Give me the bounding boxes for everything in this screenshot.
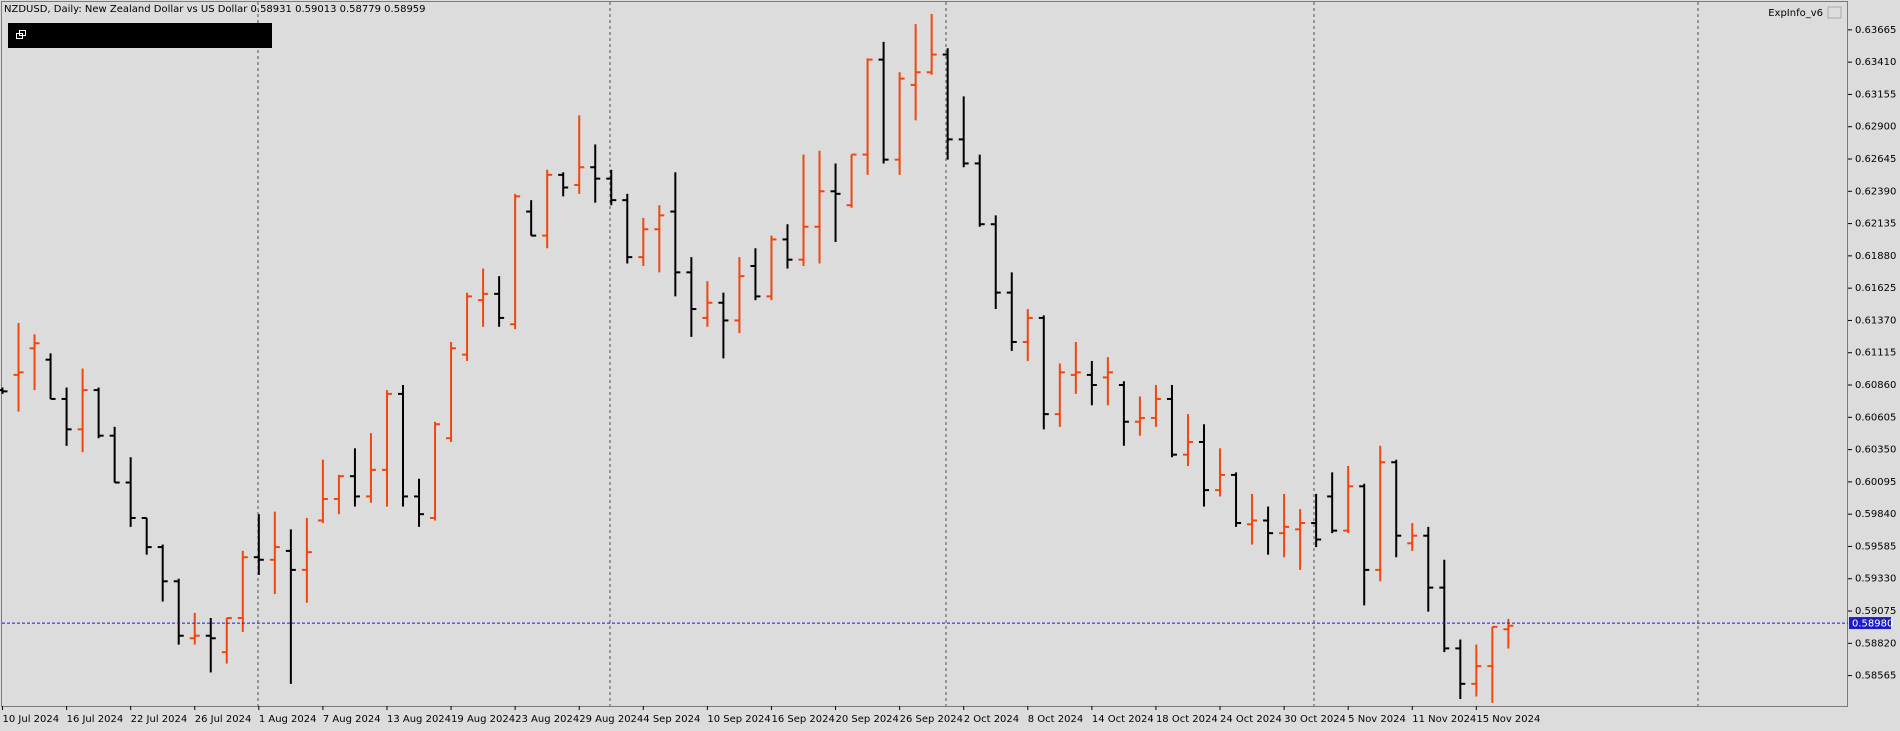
y-tick-label: 0.61625: [1855, 283, 1896, 294]
x-tick-label: 18 Oct 2024: [1156, 714, 1218, 725]
x-tick-label: 14 Oct 2024: [1092, 714, 1154, 725]
plot-frame: [1, 1, 1848, 707]
x-tick-label: 29 Aug 2024: [579, 714, 643, 725]
x-tick-label: 20 Sep 2024: [836, 714, 899, 725]
last-open: 0.58931: [251, 4, 292, 15]
y-tick-label: 0.61880: [1855, 251, 1896, 262]
y-tick-label: 0.58565: [1855, 671, 1896, 682]
y-tick-label: 0.60095: [1855, 477, 1896, 488]
y-tick-label: 0.62645: [1855, 154, 1896, 165]
y-tick-label: 0.59840: [1855, 509, 1896, 520]
y-tick-label: 0.60605: [1855, 412, 1896, 423]
x-tick-label: 23 Aug 2024: [515, 714, 579, 725]
y-tick-label: 0.59585: [1855, 541, 1896, 552]
x-tick-label: 16 Jul 2024: [67, 714, 124, 725]
indicator-icon: [1827, 6, 1842, 19]
x-tick-label: 4 Sep 2024: [643, 714, 700, 725]
toolbox-panel[interactable]: [8, 23, 272, 48]
chart-title: NZDUSD, Daily: New Zealand Dollar vs US …: [4, 4, 426, 15]
y-tick-label: 0.59330: [1855, 574, 1896, 585]
x-tick-label: 1 Aug 2024: [259, 714, 317, 725]
last-low: 0.58779: [340, 4, 381, 15]
y-tick-label: 0.58820: [1855, 638, 1896, 649]
y-tick-label: 0.59075: [1855, 606, 1896, 617]
x-tick-label: 30 Oct 2024: [1284, 714, 1346, 725]
x-tick-label: 15 Nov 2024: [1476, 714, 1540, 725]
icon-part: [19, 30, 26, 36]
indicator-label: ExpInfo_v6: [1768, 8, 1823, 19]
current-price-tag: [1849, 617, 1891, 630]
x-tick-label: 10 Jul 2024: [3, 714, 60, 725]
y-tick-label: 0.60350: [1855, 445, 1896, 456]
last-high: 0.59013: [295, 4, 336, 15]
y-tick-label: 0.60860: [1855, 380, 1896, 391]
x-tick-label: 13 Aug 2024: [387, 714, 451, 725]
x-tick-label: 8 Oct 2024: [1028, 714, 1083, 725]
y-tick-label: 0.61370: [1855, 315, 1896, 326]
x-tick-label: 16 Sep 2024: [771, 714, 834, 725]
y-tick-label: 0.63155: [1855, 89, 1896, 100]
x-tick-label: 26 Jul 2024: [195, 714, 252, 725]
current-price-label: 0.58980: [1852, 619, 1893, 630]
x-tick-label: 24 Oct 2024: [1220, 714, 1282, 725]
x-tick-label: 11 Nov 2024: [1412, 714, 1476, 725]
x-tick-label: 22 Jul 2024: [131, 714, 188, 725]
x-tick-label: 26 Sep 2024: [900, 714, 963, 725]
x-tick-label: 10 Sep 2024: [707, 714, 770, 725]
x-tick-label: 2 Oct 2024: [964, 714, 1019, 725]
y-tick-label: 0.61115: [1855, 348, 1896, 359]
x-tick-label: 5 Nov 2024: [1348, 714, 1406, 725]
x-tick-label: 19 Aug 2024: [451, 714, 515, 725]
symbol-info: NZDUSD, Daily: New Zealand Dollar vs US …: [4, 4, 248, 15]
x-tick-label: 7 Aug 2024: [323, 714, 381, 725]
restore-icon[interactable]: [16, 30, 26, 39]
y-tick-label: 0.62390: [1855, 186, 1896, 197]
y-tick-label: 0.63410: [1855, 57, 1896, 68]
y-tick-label: 0.63665: [1855, 25, 1896, 36]
y-tick-label: 0.62900: [1855, 122, 1896, 133]
last-close: 0.58959: [384, 4, 425, 15]
y-tick-label: 0.62135: [1855, 219, 1896, 230]
